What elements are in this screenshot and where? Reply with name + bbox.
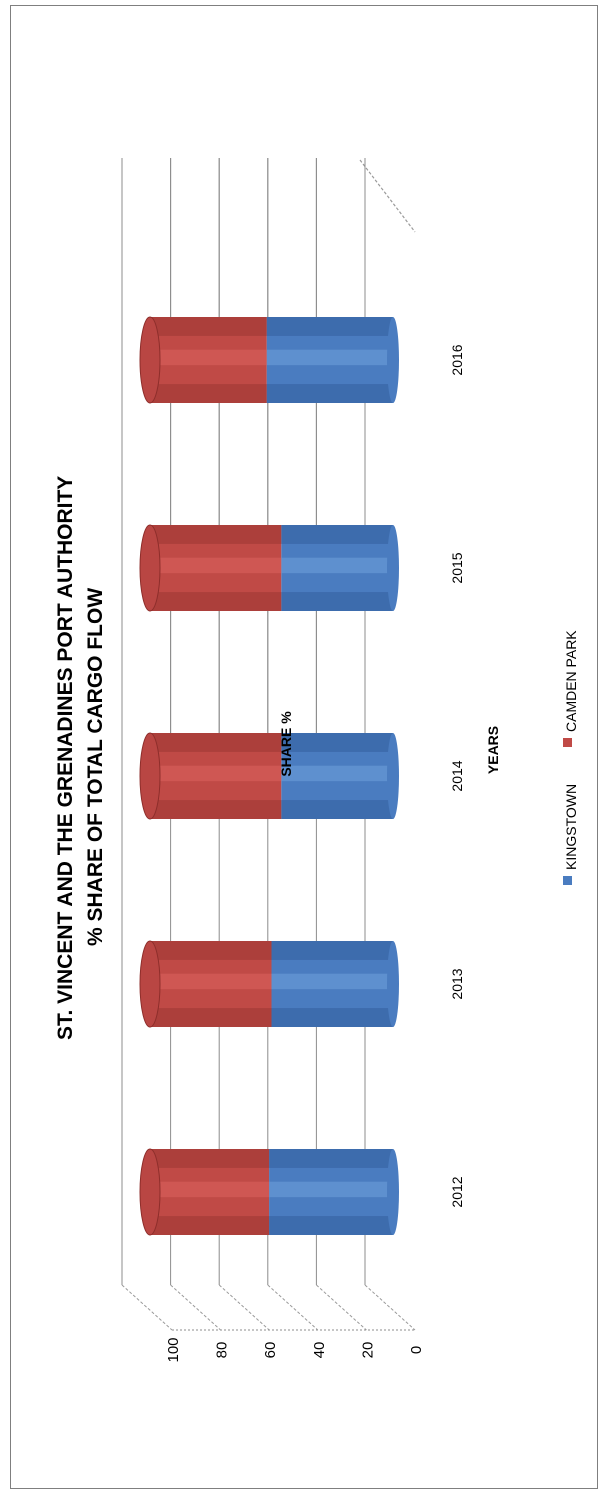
bar-camden-park-2012 — [150, 1149, 270, 1235]
cylinder-highlight — [150, 557, 282, 574]
cylinder-cap-2014 — [139, 732, 161, 820]
legend-label-camden-park: CAMDEN PARK — [563, 630, 579, 732]
cylinder-shade — [269, 1216, 393, 1235]
cylinder-shade — [266, 384, 393, 403]
floor-gridline — [364, 1284, 416, 1331]
cylinder-shade — [150, 800, 282, 819]
cylinder-highlight — [150, 765, 282, 782]
cylinder-highlight — [150, 1181, 270, 1198]
legend-label-kingstown: KINGSTOWN — [563, 784, 579, 870]
cylinder-cap-2015 — [139, 524, 161, 612]
category-label: 2014 — [449, 760, 465, 791]
floor-gridline — [218, 1284, 270, 1331]
bar-series — [139, 316, 399, 1236]
cylinder-shade — [150, 941, 272, 960]
cylinder-cap-2016 — [139, 316, 161, 404]
bar-camden-park-2014 — [150, 733, 282, 819]
legend: KINGSTOWN CAMDEN PARK — [563, 630, 579, 885]
top-edge — [359, 159, 416, 233]
bar-kingstown-2014 — [281, 733, 393, 819]
value-tick-label: 20 — [359, 1342, 376, 1359]
category-label: 2012 — [449, 1176, 465, 1207]
bar-kingstown-2012 — [269, 1149, 393, 1235]
value-axis: 0 20 40 60 80 100 — [165, 1337, 425, 1362]
cylinder-shade — [281, 592, 393, 611]
title-group: ST. VINCENT AND THE GRENADINES PORT AUTH… — [54, 476, 107, 1040]
bar-kingstown-2015 — [281, 525, 393, 611]
bar-camden-park-2013 — [150, 941, 272, 1027]
value-tick-label: 80 — [214, 1342, 231, 1359]
value-tick-label: 40 — [311, 1342, 328, 1359]
cylinder-shade — [271, 941, 393, 960]
legend-swatch-camden-park — [563, 738, 572, 747]
cylinder-shade — [150, 1216, 270, 1235]
cylinder-shade — [266, 317, 393, 336]
category-label: 2013 — [449, 968, 465, 999]
cylinder-highlight — [281, 557, 393, 574]
value-axis-title: SHARE % — [278, 711, 294, 777]
cylinder-shade — [281, 525, 393, 544]
cylinder-base-2015 — [387, 525, 399, 611]
cylinder-shade — [281, 733, 393, 752]
cylinder-shade — [271, 1008, 393, 1027]
gridlines — [121, 158, 416, 1331]
cylinder-shade — [150, 525, 282, 544]
category-axis-title: YEARS — [485, 726, 501, 774]
cylinder-highlight — [150, 973, 272, 990]
chart-subtitle: % SHARE OF TOTAL CARGO FLOW — [84, 588, 107, 946]
value-tick-label: 0 — [408, 1346, 425, 1354]
cylinder-highlight — [271, 973, 393, 990]
category-label: 2015 — [449, 552, 465, 583]
floor-gridline — [267, 1284, 319, 1331]
cylinder-cap-2012 — [139, 1148, 161, 1236]
bar-kingstown-2016 — [266, 317, 393, 403]
cylinder-shade — [150, 384, 267, 403]
cylinder-cap-2013 — [139, 940, 161, 1028]
cylinder-base-2012 — [387, 1149, 399, 1235]
cylinder-highlight — [266, 349, 393, 366]
category-axis: 2012 2013 2014 2015 2016 — [449, 344, 465, 1207]
cylinder-highlight — [281, 765, 393, 782]
cylinder-shade — [150, 1149, 270, 1168]
cylinder-base-2014 — [387, 733, 399, 819]
chart-title: ST. VINCENT AND THE GRENADINES PORT AUTH… — [54, 476, 77, 1040]
floor-gridline — [121, 1284, 173, 1331]
value-tick-label: 60 — [262, 1342, 279, 1359]
cylinder-shade — [150, 592, 282, 611]
cylinder-shade — [150, 1008, 272, 1027]
cylinder-highlight — [150, 349, 267, 366]
bar-camden-park-2016 — [150, 317, 267, 403]
floor-gridline — [316, 1284, 367, 1331]
bar-camden-park-2015 — [150, 525, 282, 611]
bar-kingstown-2013 — [271, 941, 393, 1027]
value-tick-label: 100 — [165, 1337, 182, 1362]
cylinder-shade — [150, 317, 267, 336]
legend-swatch-kingstown — [563, 876, 572, 885]
cylinder-shade — [269, 1149, 393, 1168]
category-label: 2016 — [449, 344, 465, 375]
cylinder-base-2016 — [387, 317, 399, 403]
cylinder-shade — [281, 800, 393, 819]
cylinder-shade — [150, 733, 282, 752]
cylinder-base-2013 — [387, 941, 399, 1027]
cylinder-highlight — [269, 1181, 393, 1198]
floor-gridline — [170, 1284, 221, 1331]
